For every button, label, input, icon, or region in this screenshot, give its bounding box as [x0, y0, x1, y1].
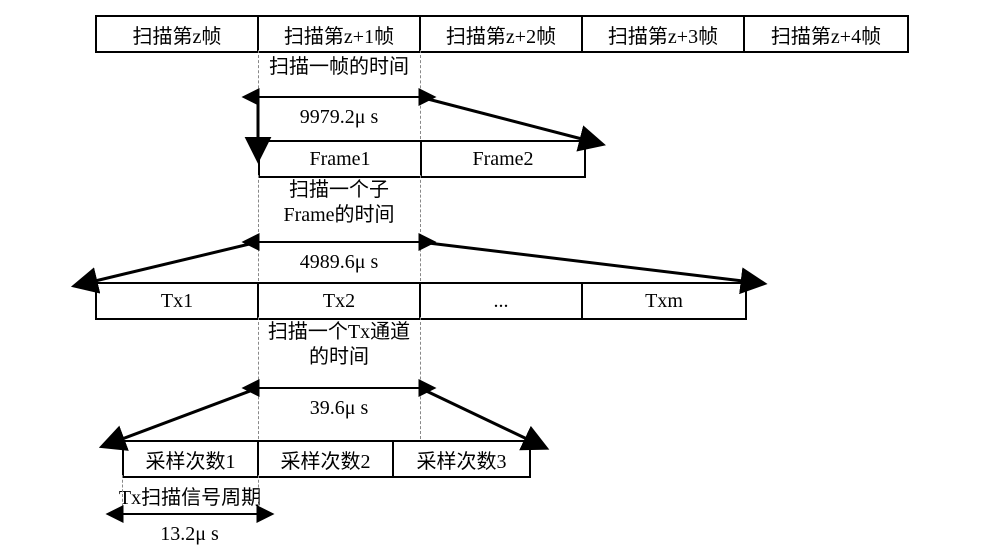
cell-samp1: 采样次数1: [124, 442, 259, 476]
row-frames: 扫描第z帧 扫描第z+1帧 扫描第z+2帧 扫描第z+3帧 扫描第z+4帧: [95, 15, 909, 53]
cell-txm: Txm: [583, 284, 745, 318]
guide: [420, 317, 421, 439]
guide: [258, 475, 259, 516]
cell-tx2: Tx2: [259, 284, 421, 318]
dim3-value: 39.6μ s: [258, 396, 420, 421]
cell-z3: 扫描第z+3帧: [583, 17, 745, 51]
cell-z: 扫描第z帧: [97, 17, 259, 51]
cell-z2: 扫描第z+2帧: [421, 17, 583, 51]
row-tx: Tx1 Tx2 ... Txm: [95, 282, 747, 320]
cell-z1: 扫描第z+1帧: [259, 17, 421, 51]
dim2-value: 4989.6μ s: [258, 250, 420, 275]
cell-samp3: 采样次数3: [394, 442, 529, 476]
cell-tx1: Tx1: [97, 284, 259, 318]
guide: [122, 475, 123, 516]
cell-txdot: ...: [421, 284, 583, 318]
cell-samp2: 采样次数2: [259, 442, 394, 476]
dim4-value: 13.2μ s: [122, 522, 257, 547]
dim2-title: 扫描一个子 Frame的时间: [258, 178, 420, 228]
guide: [420, 50, 421, 139]
dim3-title: 扫描一个Tx通道 的时间: [258, 320, 420, 370]
row-subframes: Frame1 Frame2: [258, 140, 586, 178]
row-samples: 采样次数1 采样次数2 采样次数3: [122, 440, 531, 478]
guide: [420, 175, 421, 281]
guide: [258, 317, 259, 439]
timing-diagram: 扫描第z帧 扫描第z+1帧 扫描第z+2帧 扫描第z+3帧 扫描第z+4帧 Fr…: [0, 0, 1000, 554]
dim1-value: 9979.2μ s: [258, 105, 420, 130]
guide: [258, 50, 259, 139]
dim1-title: 扫描一帧的时间: [258, 55, 420, 80]
cell-frame2: Frame2: [422, 142, 584, 176]
guide: [258, 175, 259, 281]
cell-z4: 扫描第z+4帧: [745, 17, 907, 51]
cell-frame1: Frame1: [260, 142, 422, 176]
dim4-title: Tx扫描信号周期: [112, 486, 268, 511]
